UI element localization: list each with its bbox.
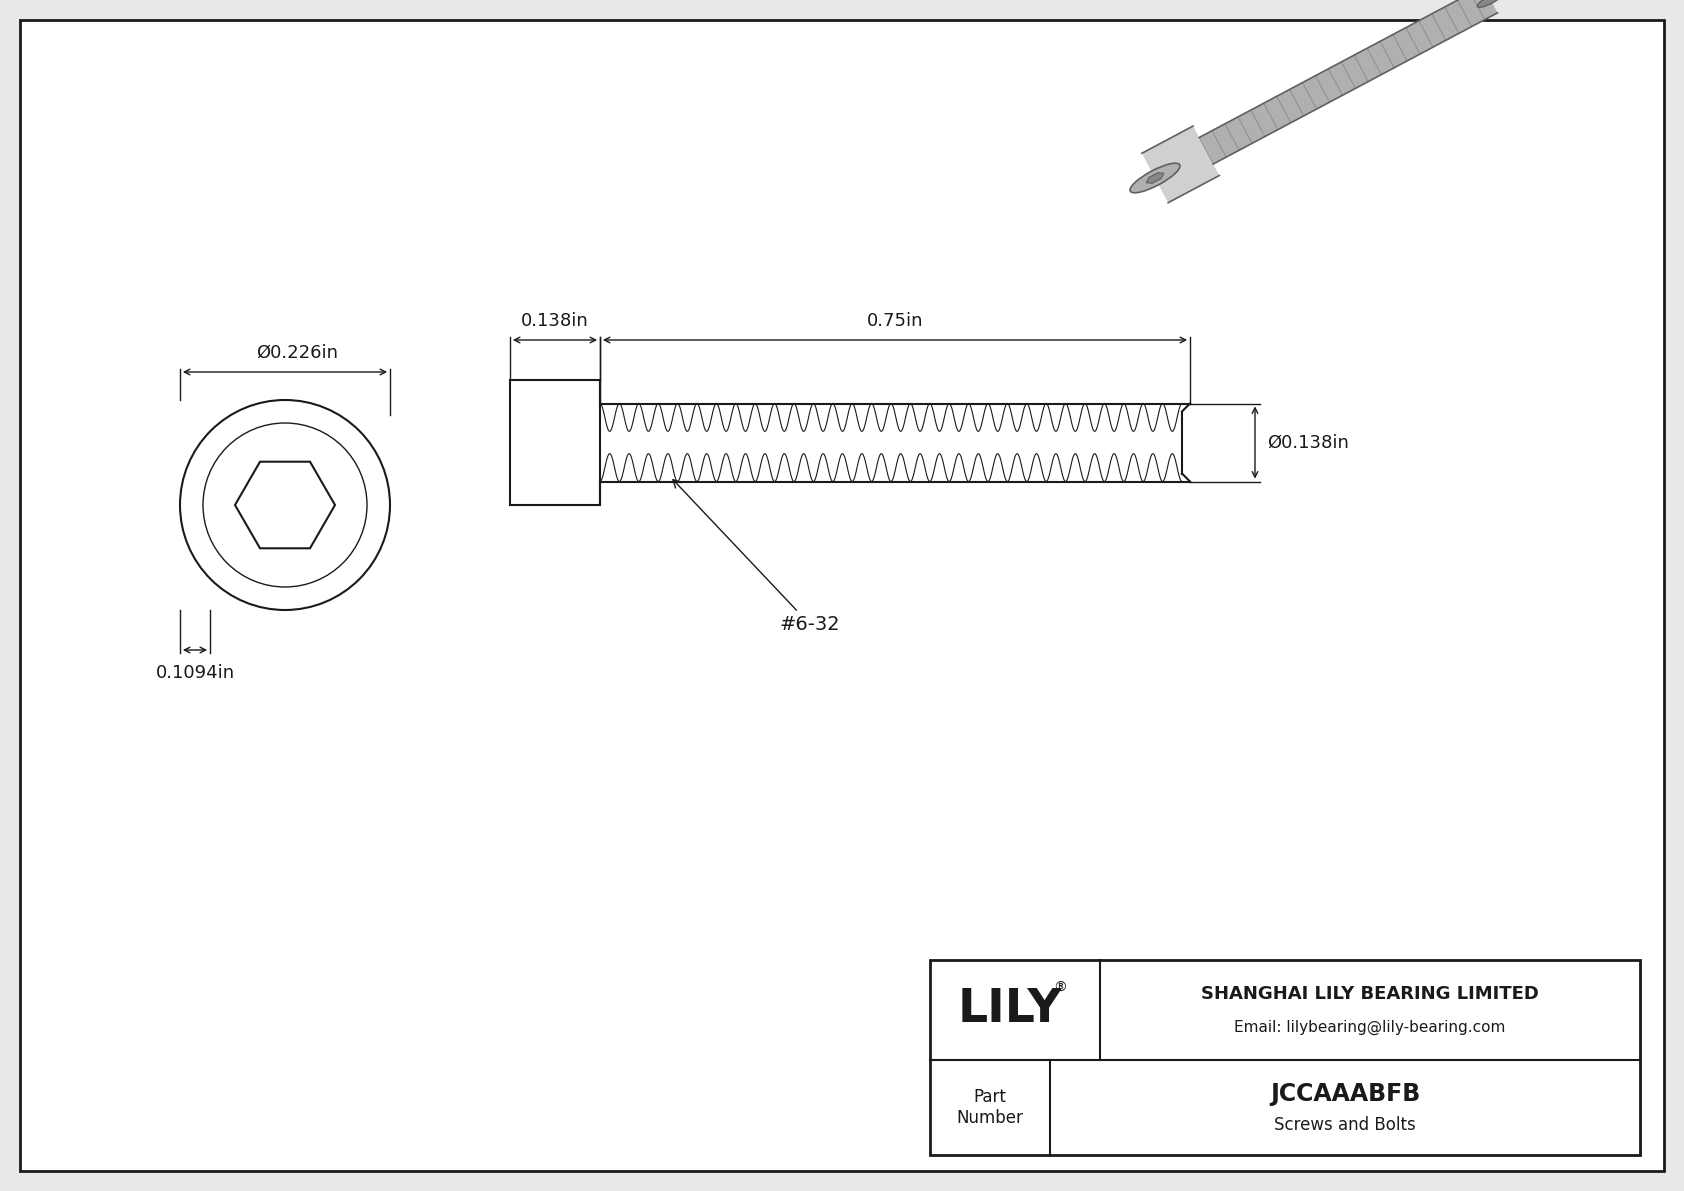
- Bar: [930, 960, 1640, 1155]
- Circle shape: [204, 423, 367, 587]
- Text: 0.1094in: 0.1094in: [155, 665, 234, 682]
- Text: Ø0.138in: Ø0.138in: [1266, 434, 1349, 451]
- Text: ®: ®: [1052, 981, 1068, 994]
- Text: SHANGHAI LILY BEARING LIMITED: SHANGHAI LILY BEARING LIMITED: [1201, 985, 1539, 1003]
- Text: Screws and Bolts: Screws and Bolts: [1275, 1116, 1416, 1134]
- Text: #6-32: #6-32: [674, 480, 840, 634]
- Ellipse shape: [1477, 0, 1504, 7]
- Polygon shape: [1142, 126, 1219, 202]
- Text: Part
Number: Part Number: [957, 1089, 1024, 1127]
- Text: 0.75in: 0.75in: [867, 312, 923, 330]
- Text: JCCAAABFB: JCCAAABFB: [1270, 1081, 1420, 1105]
- Text: Ø0.226in: Ø0.226in: [256, 344, 338, 362]
- Circle shape: [180, 400, 391, 610]
- Bar: [510, 380, 600, 505]
- Text: LILY: LILY: [958, 987, 1063, 1033]
- Text: 0.138in: 0.138in: [520, 312, 589, 330]
- Text: Email: lilybearing@lily-bearing.com: Email: lilybearing@lily-bearing.com: [1234, 1019, 1505, 1035]
- Polygon shape: [1199, 0, 1497, 164]
- Polygon shape: [236, 462, 335, 548]
- Ellipse shape: [1130, 163, 1180, 193]
- Polygon shape: [1147, 173, 1164, 183]
